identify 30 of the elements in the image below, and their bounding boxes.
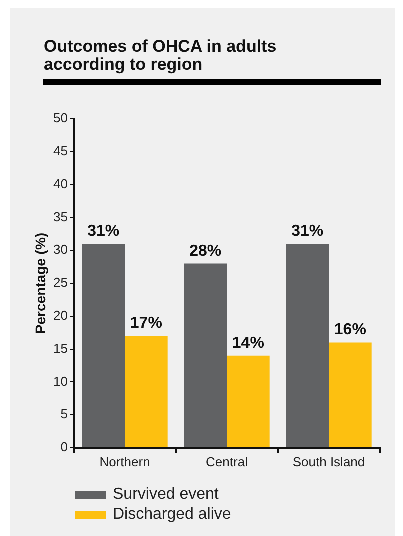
y-tick-label: 45 — [54, 143, 68, 158]
y-tick-label: 25 — [54, 275, 68, 290]
y-tick-label: 20 — [54, 308, 68, 323]
y-tick-label: 50 — [54, 110, 68, 126]
y-tick-label: 30 — [54, 242, 68, 258]
legend-label: Survived event — [113, 486, 219, 504]
bar — [125, 336, 168, 448]
data-label: 31% — [88, 223, 120, 240]
data-label: 31% — [292, 223, 324, 240]
bar — [227, 356, 270, 448]
y-tick-label: 35 — [54, 209, 68, 224]
y-tick-label: 5 — [60, 406, 68, 422]
y-tick-label: 0 — [60, 440, 68, 455]
x-tick-label: Central — [206, 454, 248, 470]
data-label: 28% — [190, 242, 222, 260]
y-tick-label: 15 — [54, 340, 68, 356]
bar — [82, 244, 125, 448]
x-tick-label: Northern — [100, 454, 150, 470]
x-tick-label: South Island — [292, 454, 366, 470]
data-label: 16% — [334, 322, 366, 339]
y-tick-label: 40 — [54, 176, 68, 192]
data-label: 17% — [130, 315, 162, 332]
legend-label: Discharged alive — [113, 506, 232, 524]
bar — [329, 342, 372, 448]
y-axis-title: Percentage (%) — [32, 232, 48, 334]
data-label: 14% — [232, 334, 264, 352]
bar — [184, 264, 227, 448]
y-tick-label: 10 — [54, 374, 68, 389]
bar — [286, 244, 329, 448]
chart-title: Outcomes of OHCA in adults according to region — [44, 37, 278, 74]
